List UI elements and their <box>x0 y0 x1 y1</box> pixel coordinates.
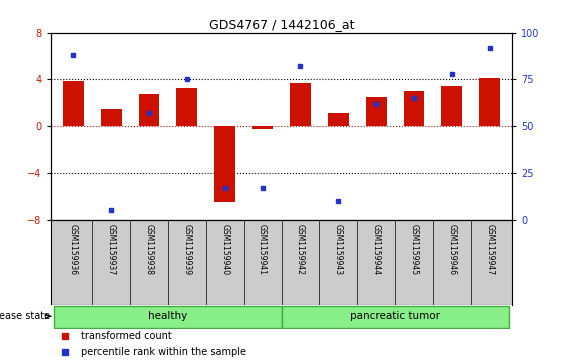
Title: GDS4767 / 1442106_at: GDS4767 / 1442106_at <box>209 19 354 32</box>
Bar <box>176 87 197 126</box>
Bar <box>252 126 273 129</box>
Bar <box>138 94 159 126</box>
Text: transformed count: transformed count <box>81 331 171 341</box>
Bar <box>441 86 462 126</box>
Bar <box>328 113 348 126</box>
Text: GSM1159936: GSM1159936 <box>69 224 78 275</box>
Text: GSM1159939: GSM1159939 <box>182 224 191 275</box>
Bar <box>479 78 500 126</box>
Text: disease state: disease state <box>0 311 50 321</box>
Text: GSM1159947: GSM1159947 <box>485 224 494 275</box>
Bar <box>282 306 508 327</box>
Text: GSM1159937: GSM1159937 <box>107 224 116 275</box>
Text: GSM1159945: GSM1159945 <box>409 224 418 275</box>
Bar <box>63 81 84 126</box>
Text: GSM1159938: GSM1159938 <box>145 224 154 275</box>
Bar <box>101 109 122 126</box>
Text: healthy: healthy <box>149 311 187 321</box>
Bar <box>55 306 282 327</box>
Bar <box>366 97 387 126</box>
Text: GSM1159940: GSM1159940 <box>220 224 229 275</box>
Text: percentile rank within the sample: percentile rank within the sample <box>81 347 245 357</box>
Text: GSM1159941: GSM1159941 <box>258 224 267 275</box>
Bar <box>290 83 311 126</box>
Text: GSM1159942: GSM1159942 <box>296 224 305 275</box>
Bar <box>404 91 425 126</box>
Text: GSM1159943: GSM1159943 <box>334 224 343 275</box>
Text: pancreatic tumor: pancreatic tumor <box>350 311 440 321</box>
Bar <box>215 126 235 202</box>
Text: GSM1159946: GSM1159946 <box>447 224 456 275</box>
Text: GSM1159944: GSM1159944 <box>372 224 381 275</box>
